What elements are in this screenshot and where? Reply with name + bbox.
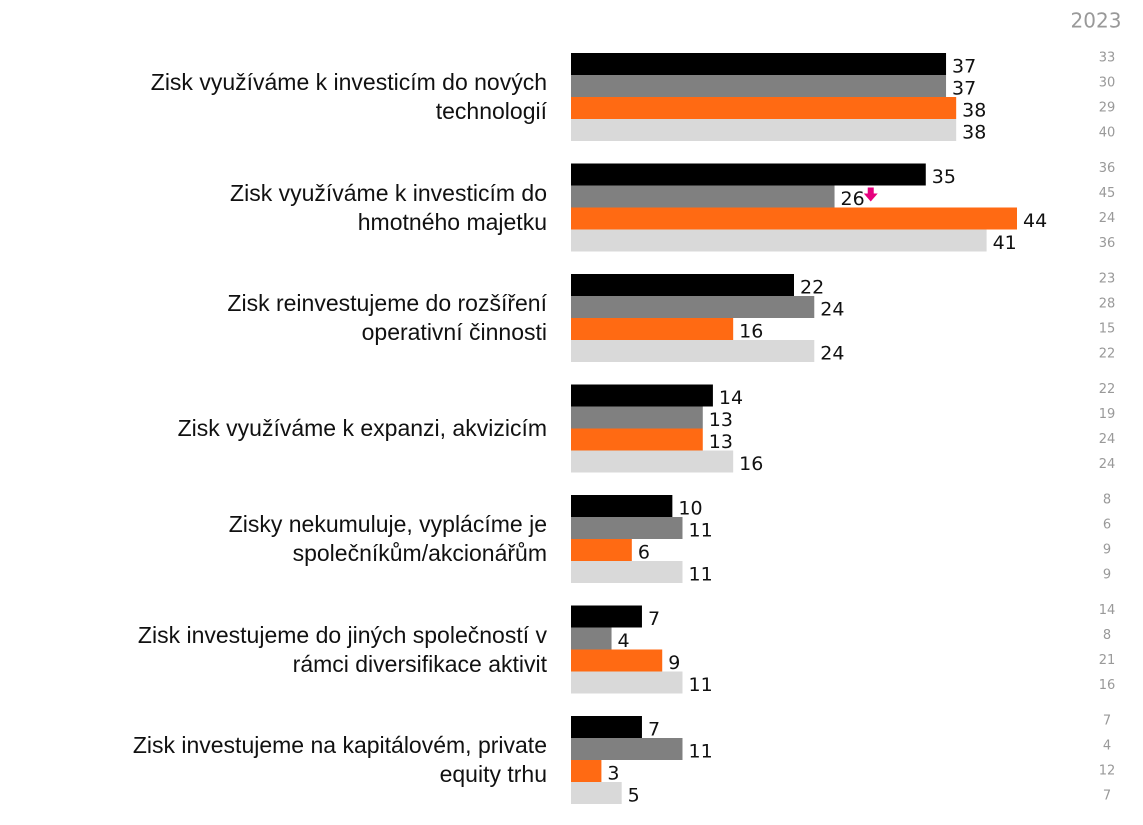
value-label: 13 [709,409,733,431]
value-label: 4 [618,630,630,652]
reference-value: 29 [1099,101,1116,116]
value-label: 38 [962,100,986,122]
value-label: 26 [841,188,865,210]
bar [571,671,683,694]
bar [571,406,703,429]
bar [571,627,612,650]
reference-value: 7 [1103,789,1111,804]
reference-value: 9 [1103,568,1111,583]
value-label: 11 [689,520,713,542]
bar [571,318,734,340]
category-label: Zisk využíváme k investicím do hmotného … [230,179,547,235]
bar [571,340,815,362]
value-label: 9 [668,652,680,674]
bar [571,782,622,804]
bar [571,75,947,97]
reference-value: 15 [1099,322,1116,337]
value-label: 13 [709,431,733,453]
reference-value: 24 [1099,432,1116,447]
bar [571,605,642,628]
reference-value: 28 [1099,297,1116,312]
reference-value: 12 [1099,764,1116,779]
value-label: 35 [932,166,956,188]
reference-value: 8 [1103,493,1111,508]
value-label: 16 [739,321,763,343]
value-label: 5 [628,785,640,807]
value-label: 7 [648,719,660,741]
reference-value: 21 [1099,653,1116,668]
value-label: 6 [638,542,650,564]
bar [571,119,957,141]
bar [571,495,673,517]
bar [571,185,835,208]
value-label: 41 [993,232,1017,254]
value-label: 11 [689,741,713,763]
value-label: 7 [648,608,660,630]
category-label: Zisk využíváme k investicím do nových te… [150,69,547,124]
value-label: 10 [678,498,702,520]
bar [571,539,632,561]
value-label: 37 [952,78,976,100]
reference-value: 16 [1099,678,1116,693]
reference-value: 24 [1099,211,1116,226]
reference-value: 22 [1099,347,1116,362]
value-label: 22 [800,277,824,299]
value-label: 3 [607,763,619,785]
value-label: 16 [739,453,763,475]
category-label: Zisk investujeme na kapitálovém, private… [132,732,547,787]
bar [571,274,794,296]
reference-value: 30 [1099,76,1116,91]
reference-value: 6 [1103,518,1111,533]
category-label: Zisky nekumuluje, vyplácíme je společník… [228,511,547,566]
bar [571,163,926,186]
bar [571,561,683,583]
reference-value: 23 [1099,272,1116,287]
value-label: 44 [1023,210,1047,232]
bar [571,738,683,760]
reference-value: 36 [1099,236,1116,251]
reference-value: 22 [1099,382,1116,397]
category-label: Zisk reinvestujeme do rozšíření operativ… [227,290,547,345]
reference-value: 40 [1099,126,1116,141]
value-label: 11 [689,564,713,586]
reference-value: 7 [1103,714,1111,729]
bar [571,229,987,252]
bar [571,296,815,318]
bar [571,649,663,672]
value-label: 11 [689,674,713,696]
category-label: Zisk využíváme k expanzi, akvizicím [177,415,547,441]
bar [571,517,683,539]
bar [571,207,1017,230]
reference-value: 4 [1103,739,1111,754]
value-label: 24 [820,299,844,321]
category-label: Zisk investujeme do jiných společností v… [137,621,547,677]
bar [571,450,734,473]
reference-value: 14 [1099,603,1116,618]
bar [571,97,957,119]
decrease-arrow [863,187,878,202]
reference-value: 9 [1103,543,1111,558]
reference-value: 19 [1099,407,1116,422]
reference-value: 24 [1099,457,1116,472]
value-label: 38 [962,122,986,144]
reference-header: 2023 [1071,9,1122,33]
value-label: 14 [719,387,743,409]
reference-value: 45 [1099,186,1116,201]
reference-value: 8 [1103,628,1111,643]
bar [571,716,642,738]
reference-value: 33 [1099,51,1116,66]
bar [571,428,703,451]
bar [571,53,947,75]
reference-value: 36 [1099,161,1116,176]
bar [571,384,713,407]
value-label: 24 [820,343,844,365]
value-label: 37 [952,56,976,78]
bar [571,760,602,782]
